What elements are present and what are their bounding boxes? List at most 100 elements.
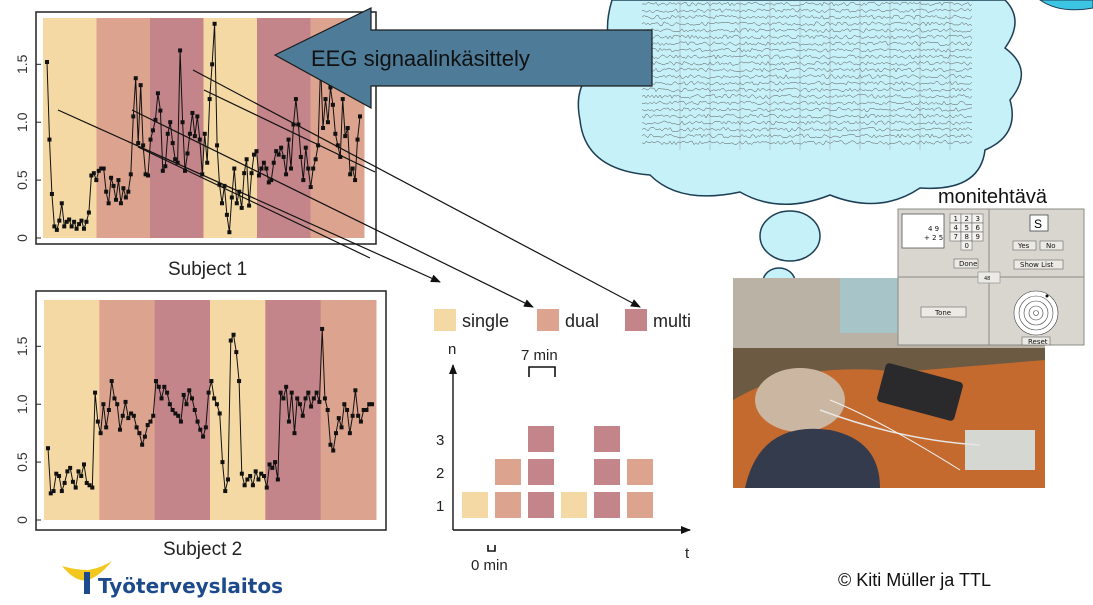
data-point <box>295 396 300 401</box>
data-point <box>54 227 59 232</box>
numpad-key-label: 8 <box>965 233 969 241</box>
series-line <box>47 328 372 495</box>
data-point <box>259 471 264 476</box>
data-point <box>276 152 281 157</box>
data-point <box>350 166 355 171</box>
y-tick-label: 1.0 <box>14 112 30 132</box>
sum-top: 4 9 <box>928 225 939 233</box>
data-point <box>198 427 203 432</box>
data-point <box>98 431 103 436</box>
data-point <box>228 338 233 343</box>
data-point <box>353 178 358 183</box>
data-point <box>314 390 319 395</box>
data-point <box>90 485 95 490</box>
data-point <box>120 413 125 418</box>
data-point <box>121 186 126 191</box>
data-point <box>249 171 254 176</box>
data-point <box>331 448 336 453</box>
yes-button[interactable] <box>1012 240 1037 251</box>
data-point <box>176 413 181 418</box>
data-point <box>45 60 49 64</box>
numpad: 1 2 3 4 5 6 7 8 90 <box>949 213 984 251</box>
data-point <box>163 164 168 169</box>
data-point <box>192 134 197 139</box>
show-list-button[interactable] <box>1013 259 1064 270</box>
numpad-key[interactable] <box>960 240 973 251</box>
data-point <box>57 218 62 223</box>
data-point <box>231 332 236 337</box>
data-point <box>51 489 56 494</box>
data-point <box>111 183 116 188</box>
data-point <box>79 474 84 478</box>
block-multi <box>528 459 554 485</box>
legend-label-dual: dual <box>565 311 599 331</box>
target-rings[interactable] <box>1013 290 1059 336</box>
data-point <box>84 480 89 485</box>
data-point <box>303 145 308 150</box>
data-point <box>361 408 366 412</box>
data-point <box>62 224 67 229</box>
data-point <box>370 402 374 407</box>
data-point <box>271 160 276 165</box>
data-point <box>158 108 163 113</box>
data-point <box>187 388 192 393</box>
data-point <box>118 201 123 206</box>
data-point <box>206 390 211 395</box>
numpad-key-label: 5 <box>965 224 969 232</box>
data-point <box>48 491 53 496</box>
data-point <box>175 160 180 165</box>
tone-button[interactable] <box>920 306 967 318</box>
data-point <box>123 399 128 404</box>
data-point <box>52 224 57 229</box>
data-point <box>321 126 326 130</box>
numpad-key-label: 9 <box>976 233 980 241</box>
copyright-text: © Kiti Müller ja TTL <box>838 570 991 590</box>
data-point <box>190 396 194 401</box>
data-point <box>348 172 353 177</box>
data-point <box>350 413 355 418</box>
band-single <box>43 18 97 238</box>
data-point <box>160 168 165 173</box>
data-point <box>358 419 363 424</box>
data-point <box>273 460 278 465</box>
numpad-key-label: 1 <box>954 215 958 223</box>
block-dual <box>627 492 653 518</box>
data-point <box>106 408 111 412</box>
level-tick-label: 2 <box>436 465 444 482</box>
data-point <box>134 425 139 430</box>
data-point <box>77 222 82 227</box>
data-point <box>242 171 247 176</box>
data-point <box>187 131 192 136</box>
data-point <box>162 384 167 389</box>
no-button[interactable] <box>1039 240 1064 251</box>
data-point <box>70 479 75 484</box>
data-point <box>170 141 175 146</box>
band-single <box>210 300 266 520</box>
y-tick-label: 1.0 <box>14 394 30 414</box>
data-point <box>226 477 230 482</box>
data-point <box>170 408 175 412</box>
reset-button[interactable] <box>1021 336 1051 346</box>
data-point <box>234 350 239 355</box>
block-single <box>462 492 488 518</box>
data-point <box>284 384 289 389</box>
data-point <box>286 419 291 424</box>
block-duration-label: 7 min <box>521 347 558 364</box>
data-point <box>215 143 220 148</box>
data-point <box>137 431 142 436</box>
data-point <box>347 431 352 436</box>
numpad-key-label: 6 <box>976 224 981 232</box>
data-point <box>202 131 207 136</box>
data-point <box>279 145 284 150</box>
data-point <box>142 434 147 439</box>
block-multi <box>594 459 620 485</box>
data-point <box>284 172 289 177</box>
data-point <box>46 446 50 451</box>
data-point <box>328 442 333 447</box>
data-point <box>148 419 153 424</box>
center-value: 48 <box>984 276 990 282</box>
data-point <box>364 408 369 412</box>
numpad-key[interactable] <box>971 231 984 242</box>
data-point <box>84 219 89 224</box>
done-button[interactable] <box>953 258 979 269</box>
